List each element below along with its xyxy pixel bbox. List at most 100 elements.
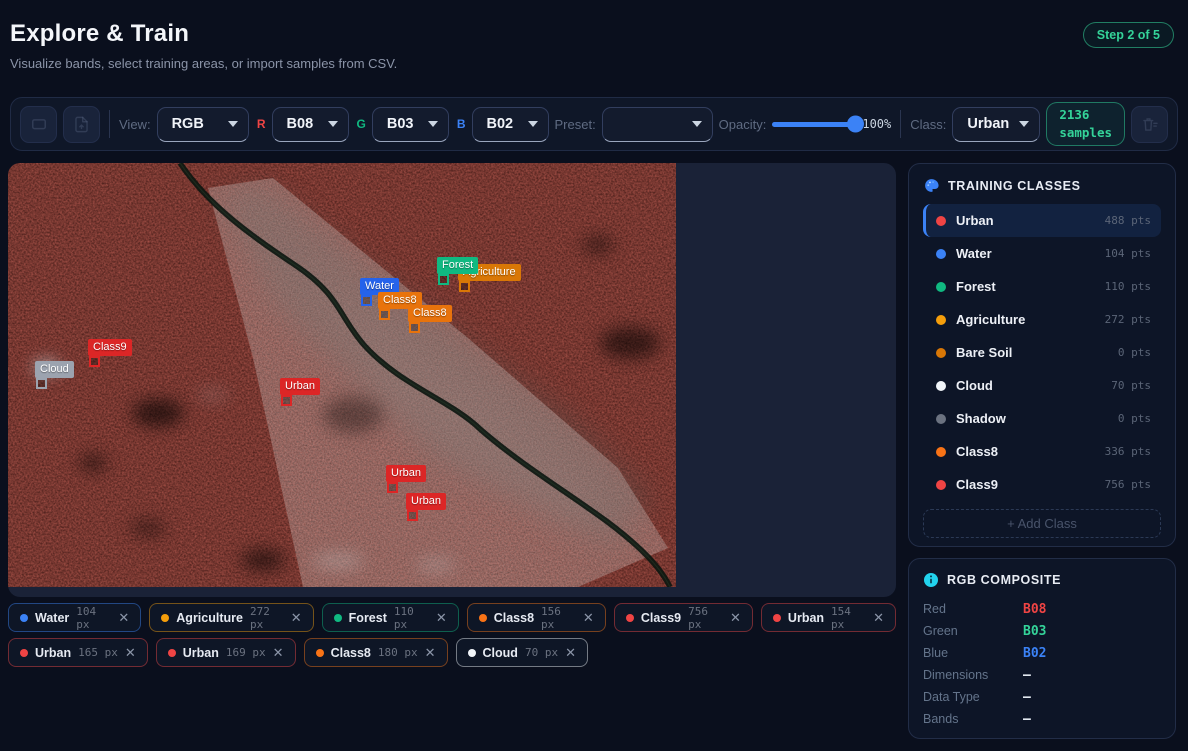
view-select-value: RGB [172, 116, 204, 132]
sample-chip[interactable]: Class9 756 px ✕ [614, 603, 753, 632]
class-list-item[interactable]: Cloud 70 pts [923, 369, 1161, 402]
sample-chip[interactable]: Water 104 px ✕ [8, 603, 141, 632]
map-annotation-class9[interactable]: Class9 [88, 337, 132, 356]
toolbar-divider [900, 110, 901, 138]
close-icon[interactable]: ✕ [730, 611, 741, 624]
composite-row: Data Type — [923, 686, 1161, 708]
clear-samples-button[interactable] [1131, 106, 1168, 143]
active-class-select[interactable]: Urban [952, 107, 1040, 142]
map-annotation-tag: Urban [386, 465, 426, 482]
composite-row-value: B03 [1023, 624, 1046, 639]
class-color-dot [936, 315, 946, 325]
training-classes-title: TRAINING CLASSES [948, 179, 1081, 193]
preset-select[interactable] [602, 107, 713, 142]
close-icon[interactable]: ✕ [873, 611, 884, 624]
map-annotation-urban[interactable]: Urban [386, 463, 426, 482]
composite-row: Green B03 [923, 620, 1161, 642]
close-icon[interactable]: ✕ [273, 646, 284, 659]
page-subtitle: Visualize bands, select training areas, … [10, 56, 397, 71]
close-icon[interactable]: ✕ [425, 646, 436, 659]
class-points: 104 pts [1105, 247, 1151, 260]
green-band-select[interactable]: B03 [372, 107, 449, 142]
sample-chip[interactable]: Urban 154 px ✕ [761, 603, 896, 632]
sample-name: Water [35, 611, 69, 625]
map-annotation-class8[interactable]: Class8 [408, 303, 452, 322]
composite-row-value: B02 [1023, 646, 1046, 661]
rectangle-icon [29, 114, 49, 134]
sample-name: Urban [35, 646, 71, 660]
class-list-item[interactable]: Class9 756 pts [923, 468, 1161, 501]
sample-count: 154 px [831, 605, 866, 631]
class-list-item[interactable]: Bare Soil 0 pts [923, 336, 1161, 369]
step-badge: Step 2 of 5 [1083, 22, 1174, 48]
map-annotation-tag: Urban [406, 493, 446, 510]
satellite-image[interactable] [8, 163, 676, 587]
map-annotation-marker [407, 510, 418, 521]
composite-rows: Red B08 Green B03 Blue B02 Dimensions — … [923, 598, 1161, 730]
class-color-dot [936, 348, 946, 358]
samples-word: samples [1059, 124, 1112, 142]
composite-row-value: — [1023, 690, 1031, 705]
close-icon[interactable]: ✕ [291, 611, 302, 624]
import-file-button[interactable] [63, 106, 100, 143]
opacity-slider[interactable] [772, 122, 856, 127]
blue-band-select[interactable]: B02 [472, 107, 549, 142]
composite-row-label: Data Type [923, 690, 1023, 704]
sample-chip[interactable]: Urban 165 px ✕ [8, 638, 148, 667]
opacity-slider-knob[interactable] [847, 116, 864, 133]
map-annotation-marker [387, 482, 398, 493]
map-annotation-tag: Class9 [88, 339, 132, 356]
sample-chip[interactable]: Forest 110 px ✕ [322, 603, 459, 632]
class-points: 272 pts [1105, 313, 1151, 326]
class-list: Urban 488 pts Water 104 pts Forest 110 p… [923, 204, 1161, 501]
class-list-item[interactable]: Water 104 pts [923, 237, 1161, 270]
sample-count: 169 px [226, 646, 266, 659]
opacity-label: Opacity: [719, 117, 767, 132]
class-color-dot [936, 381, 946, 391]
map-annotation-marker [36, 378, 47, 389]
rectangle-draw-tool-button[interactable] [20, 106, 57, 143]
map-annotation-tag: Urban [280, 378, 320, 395]
sample-count: 104 px [76, 605, 111, 631]
sample-name: Class8 [331, 646, 371, 660]
class-color-dot [936, 414, 946, 424]
red-band-value: B08 [287, 116, 314, 132]
opacity-value: 100% [862, 117, 891, 131]
close-icon[interactable]: ✕ [583, 611, 594, 624]
class-list-item[interactable]: Urban 488 pts [923, 204, 1161, 237]
sample-chip[interactable]: Cloud 70 px ✕ [456, 638, 588, 667]
sample-chip[interactable]: Class8 180 px ✕ [304, 638, 448, 667]
class-list-item[interactable]: Agriculture 272 pts [923, 303, 1161, 336]
map-annotation-urban[interactable]: Urban [280, 376, 320, 395]
sample-chip-row: Urban 165 px ✕ Urban 169 px ✕ Class8 180… [8, 638, 896, 667]
class-name: Shadow [956, 411, 1006, 426]
class-list-item[interactable]: Forest 110 pts [923, 270, 1161, 303]
sample-color-dot [626, 614, 634, 622]
map-annotation-forest[interactable]: Forest [437, 255, 478, 274]
sample-chip[interactable]: Urban 169 px ✕ [156, 638, 296, 667]
sample-count: 272 px [250, 605, 284, 631]
close-icon[interactable]: ✕ [118, 611, 129, 624]
sample-chip[interactable]: Class8 156 px ✕ [467, 603, 606, 632]
sample-color-dot [161, 614, 169, 622]
class-color-dot [936, 447, 946, 457]
chevron-down-icon [692, 121, 702, 127]
green-channel-letter: G [357, 117, 366, 131]
class-list-item[interactable]: Shadow 0 pts [923, 402, 1161, 435]
map-annotation-tag: Forest [437, 257, 478, 274]
class-points: 756 pts [1105, 478, 1151, 491]
close-icon[interactable]: ✕ [125, 646, 136, 659]
add-class-button[interactable]: + Add Class [923, 509, 1161, 538]
sample-chip[interactable]: Agriculture 272 px ✕ [149, 603, 313, 632]
map-annotation-urban[interactable]: Urban [406, 491, 446, 510]
opacity-slider-fill [772, 122, 856, 127]
red-band-select[interactable]: B08 [272, 107, 349, 142]
samples-count: 2136 [1059, 106, 1112, 124]
map-annotation-cloud[interactable]: Cloud [35, 359, 74, 378]
class-points: 0 pts [1118, 412, 1151, 425]
view-select[interactable]: RGB [157, 107, 249, 142]
close-icon[interactable]: ✕ [436, 611, 447, 624]
close-icon[interactable]: ✕ [565, 646, 576, 659]
map-annotation-tag: Class8 [408, 305, 452, 322]
class-list-item[interactable]: Class8 336 pts [923, 435, 1161, 468]
